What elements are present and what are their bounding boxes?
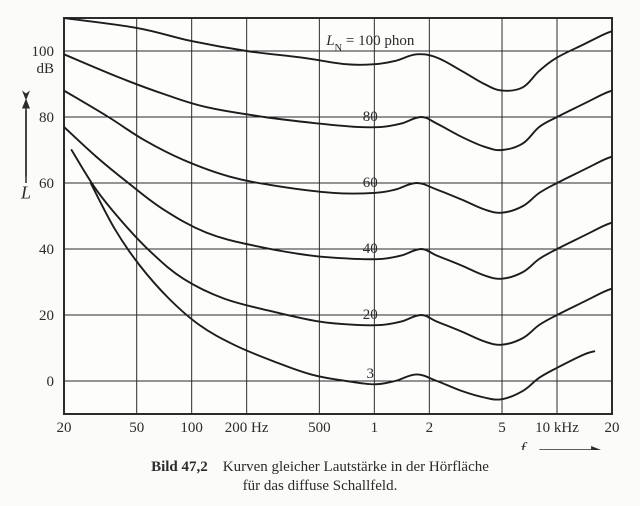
x-tick-label: 5 (498, 420, 506, 436)
x-tick-label: 50 (129, 420, 144, 436)
caption-line1: Kurven gleicher Lautstärke in der Hörflä… (223, 459, 489, 475)
curve-label-phon-3: 3 (367, 366, 375, 382)
y-unit-label: dB (36, 61, 54, 77)
x-tick-label: 10 kHz (535, 420, 579, 436)
x-tick-label: 200 Hz (225, 420, 269, 436)
curve-label-phon-80: 80 (363, 109, 378, 125)
curve-label-phon-20: 20 (363, 307, 378, 323)
x-tick-label: 1 (371, 420, 379, 436)
y-tick-label: 60 (39, 176, 54, 192)
x-tick-label: 20 (605, 420, 620, 436)
y-tick-label: 20 (39, 308, 54, 324)
y-axis-symbol: L (20, 182, 31, 202)
curve-label-phon-40: 40 (363, 241, 378, 257)
y-tick-label: 40 (39, 242, 54, 258)
y-tick-label: 80 (39, 110, 54, 126)
x-tick-label: 100 (180, 420, 203, 436)
x-tick-label: 2 (426, 420, 434, 436)
figure-caption: Bild 47,2 Kurven gleicher Lautstärke in … (0, 458, 640, 496)
y-tick-label: 100 (32, 44, 55, 60)
caption-lead: Bild 47,2 (151, 459, 208, 475)
x-tick-label: 500 (308, 420, 331, 436)
curve-label-phon-60: 60 (363, 175, 378, 191)
figure-container: { "figure": { "caption_lead": "Bild 47,2… (0, 0, 640, 506)
x-tick-label: 20 (57, 420, 72, 436)
equal-loudness-chart: 806040203LN = 100 phon2050100200 Hz50012… (0, 0, 640, 450)
caption-line2: für das diffuse Schallfeld. (243, 478, 398, 494)
y-tick-label: 0 (47, 374, 55, 390)
